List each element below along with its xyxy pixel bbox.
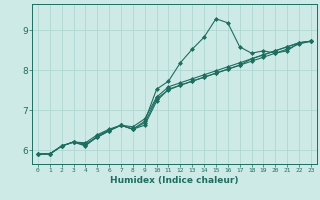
X-axis label: Humidex (Indice chaleur): Humidex (Indice chaleur)	[110, 176, 239, 185]
